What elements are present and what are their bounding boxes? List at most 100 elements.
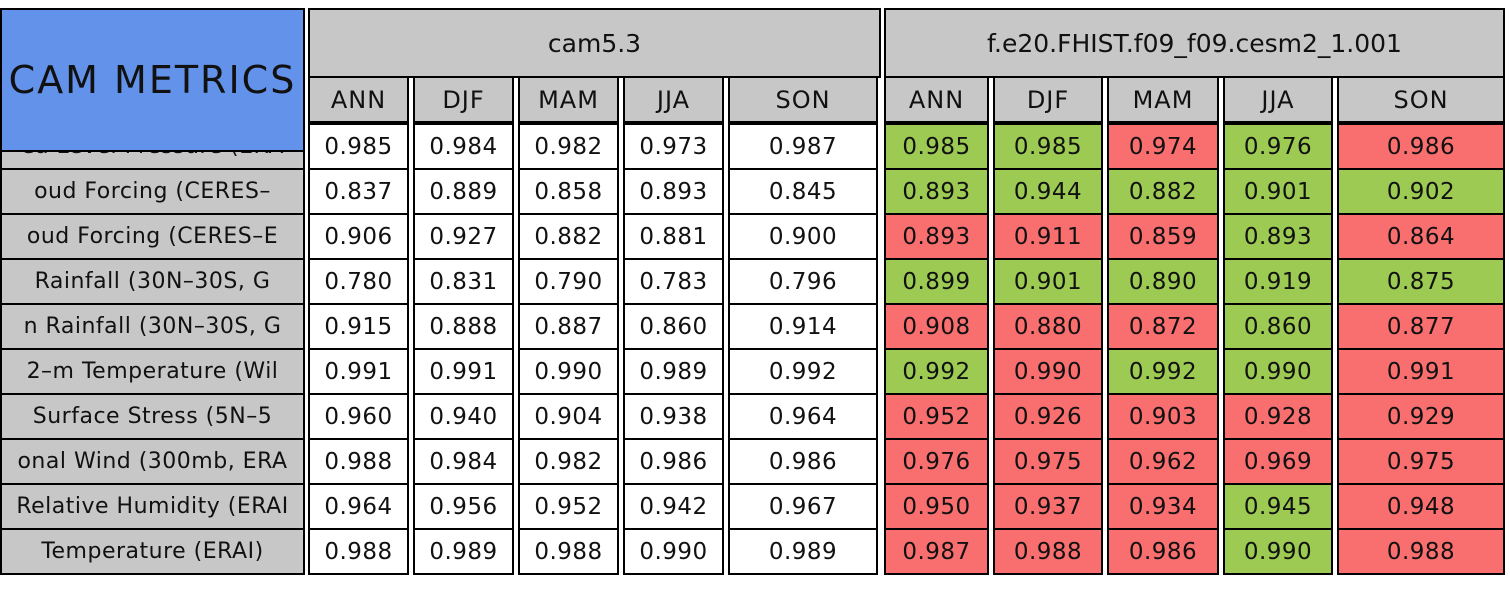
value-cell-cesm2: 0.987 [884,528,989,575]
value-cell-cesm2: 0.901 [993,258,1103,305]
table-row: ea Level Pressure (ERA 0.985 0.984 0.982… [0,123,1510,170]
season-header-cesm-jja: JJA [1223,76,1333,123]
value-cell-cesm2: 0.950 [884,483,989,530]
metric-label: n Rainfall (30N–30S, G [0,303,305,350]
metric-label: oud Forcing (CERES– [0,168,305,215]
metric-label: Rainfall (30N–30S, G [0,258,305,305]
value-cell-cesm2: 0.911 [993,213,1103,260]
value-cell-cesm2: 0.948 [1337,483,1505,530]
model-header-cam53: cam5.3 [308,8,881,78]
value-cell-cesm2: 0.908 [884,303,989,350]
season-header-cam-jja: JJA [623,76,724,123]
value-cell-cam: 0.988 [518,528,619,575]
value-cell-cam: 0.987 [728,123,878,170]
value-cell-cam: 0.796 [728,258,878,305]
season-header-cesm-ann: ANN [884,76,989,123]
data-rows: ea Level Pressure (ERA 0.985 0.984 0.982… [0,123,1510,575]
value-cell-cesm2: 0.890 [1107,258,1219,305]
value-cell-cam: 0.889 [413,168,514,215]
value-cell-cesm2: 0.986 [1337,123,1505,170]
value-cell-cam: 0.991 [413,348,514,395]
value-cell-cam: 0.990 [518,348,619,395]
model-header-row: cam5.3 f.e20.FHIST.f09_f09.cesm2_1.001 [305,8,1510,78]
value-cell-cam: 0.991 [308,348,409,395]
value-cell-cam: 0.986 [728,438,878,485]
value-cell-cesm2: 0.872 [1107,303,1219,350]
value-cell-cesm2: 0.988 [1337,528,1505,575]
value-cell-cesm2: 0.988 [993,528,1103,575]
value-cell-cesm2: 0.985 [993,123,1103,170]
page-title: CAM METRICS [0,8,305,152]
metric-label: Surface Stress (5N–5 [0,393,305,440]
metric-label: onal Wind (300mb, ERA [0,438,305,485]
value-cell-cam: 0.988 [308,528,409,575]
value-cell-cesm2: 0.893 [884,213,989,260]
value-cell-cam: 0.982 [518,438,619,485]
value-cell-cesm2: 0.952 [884,393,989,440]
value-cell-cesm2: 0.990 [1223,528,1333,575]
season-header-cam-son: SON [728,76,878,123]
value-cell-cesm2: 0.877 [1337,303,1505,350]
metric-label: oud Forcing (CERES–E [0,213,305,260]
value-cell-cesm2: 0.899 [884,258,989,305]
value-cell-cam: 0.989 [413,528,514,575]
value-cell-cesm2: 0.991 [1337,348,1505,395]
value-cell-cesm2: 0.976 [884,438,989,485]
value-cell-cam: 0.964 [308,483,409,530]
value-cell-cesm2: 0.893 [1223,213,1333,260]
value-cell-cam: 0.964 [728,393,878,440]
value-cell-cam: 0.831 [413,258,514,305]
value-cell-cam: 0.986 [623,438,724,485]
season-header-cesm-mam: MAM [1107,76,1219,123]
value-cell-cesm2: 0.882 [1107,168,1219,215]
season-header-cam-ann: ANN [308,76,409,123]
value-cell-cesm2: 0.944 [993,168,1103,215]
value-cell-cesm2: 0.875 [1337,258,1505,305]
value-cell-cesm2: 0.974 [1107,123,1219,170]
value-cell-cam: 0.940 [413,393,514,440]
value-cell-cesm2: 0.976 [1223,123,1333,170]
value-cell-cam: 0.882 [518,213,619,260]
value-cell-cesm2: 0.860 [1223,303,1333,350]
table-row: 2–m Temperature (Wil 0.991 0.991 0.990 0… [0,348,1510,395]
value-cell-cesm2: 0.929 [1337,393,1505,440]
value-cell-cesm2: 0.928 [1223,393,1333,440]
value-cell-cesm2: 0.880 [993,303,1103,350]
table-row: Relative Humidity (ERAI 0.964 0.956 0.95… [0,483,1510,530]
table-row: oud Forcing (CERES– 0.837 0.889 0.858 0.… [0,168,1510,215]
value-cell-cam: 0.956 [413,483,514,530]
value-cell-cam: 0.887 [518,303,619,350]
season-header-cam-djf: DJF [413,76,514,123]
value-cell-cam: 0.982 [518,123,619,170]
value-cell-cam: 0.927 [413,213,514,260]
value-cell-cam: 0.837 [308,168,409,215]
value-cell-cam: 0.990 [623,528,724,575]
value-cell-cesm2: 0.893 [884,168,989,215]
value-cell-cesm2: 0.864 [1337,213,1505,260]
value-cell-cesm2: 0.926 [993,393,1103,440]
value-cell-cam: 0.992 [728,348,878,395]
value-cell-cesm2: 0.902 [1337,168,1505,215]
metric-label: 2–m Temperature (Wil [0,348,305,395]
value-cell-cesm2: 0.992 [884,348,989,395]
season-header-cesm-son: SON [1337,76,1505,123]
value-cell-cesm2: 0.969 [1223,438,1333,485]
value-cell-cesm2: 0.937 [993,483,1103,530]
metric-label: Relative Humidity (ERAI [0,483,305,530]
value-cell-cesm2: 0.990 [1223,348,1333,395]
value-cell-cam: 0.860 [623,303,724,350]
table-row: Temperature (ERAI) 0.988 0.989 0.988 0.9… [0,528,1510,575]
value-cell-cesm2: 0.903 [1107,393,1219,440]
value-cell-cam: 0.952 [518,483,619,530]
value-cell-cam: 0.858 [518,168,619,215]
table-row: Rainfall (30N–30S, G 0.780 0.831 0.790 0… [0,258,1510,305]
value-cell-cesm2: 0.934 [1107,483,1219,530]
table-row: n Rainfall (30N–30S, G 0.915 0.888 0.887… [0,303,1510,350]
season-header-row: ANN DJF MAM JJA SON ANN DJF MAM JJA SON [305,76,1510,123]
value-cell-cesm2: 0.986 [1107,528,1219,575]
table-row: oud Forcing (CERES–E 0.906 0.927 0.882 0… [0,213,1510,260]
value-cell-cesm2: 0.962 [1107,438,1219,485]
value-cell-cam: 0.790 [518,258,619,305]
value-cell-cesm2: 0.975 [993,438,1103,485]
value-cell-cam: 0.906 [308,213,409,260]
